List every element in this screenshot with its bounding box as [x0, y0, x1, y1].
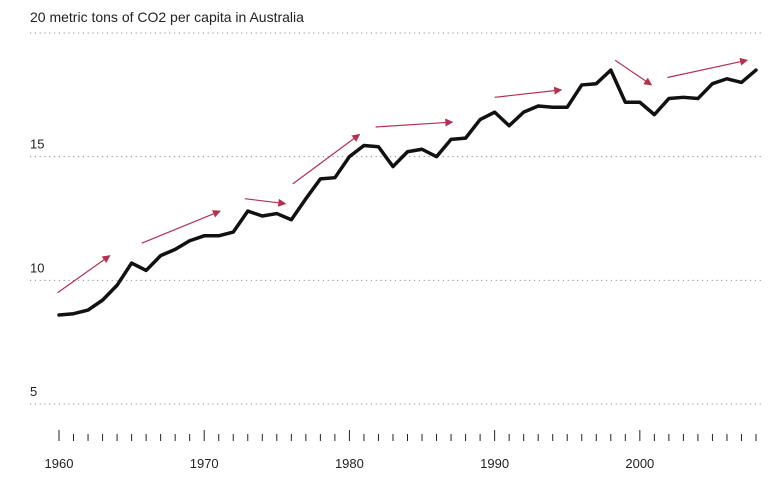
x-tick-label-1970: 1970 — [190, 456, 219, 471]
y-tick-label-15: 15 — [30, 137, 44, 152]
chart-title: 20 metric tons of CO2 per capita in Aust… — [30, 9, 304, 25]
y-tick-label-10: 10 — [30, 260, 44, 275]
y-tick-labels: 15 10 5 — [30, 137, 44, 399]
trend-arrow-4 — [292, 133, 361, 185]
trend-arrows — [57, 57, 749, 294]
gridlines — [30, 32, 762, 405]
y-tick-label-5: 5 — [30, 384, 37, 399]
x-tick-label-1980: 1980 — [335, 456, 364, 471]
trend-arrow-6 — [494, 86, 563, 98]
x-tick-label-1960: 1960 — [45, 456, 74, 471]
series-line-0 — [57, 68, 758, 317]
trend-arrow-5 — [375, 118, 454, 128]
trend-arrow-7 — [614, 59, 653, 86]
trend-arrow-8 — [667, 57, 749, 79]
trend-arrow-1 — [57, 255, 111, 294]
trend-arrow-2 — [141, 210, 221, 244]
x-tick-label-2000: 2000 — [625, 456, 654, 471]
x-tick-label-1990: 1990 — [480, 456, 509, 471]
series-layer — [57, 68, 758, 317]
trend-arrow-3 — [244, 198, 287, 207]
x-axis: 1960 1970 1980 1990 2000 — [45, 430, 757, 471]
